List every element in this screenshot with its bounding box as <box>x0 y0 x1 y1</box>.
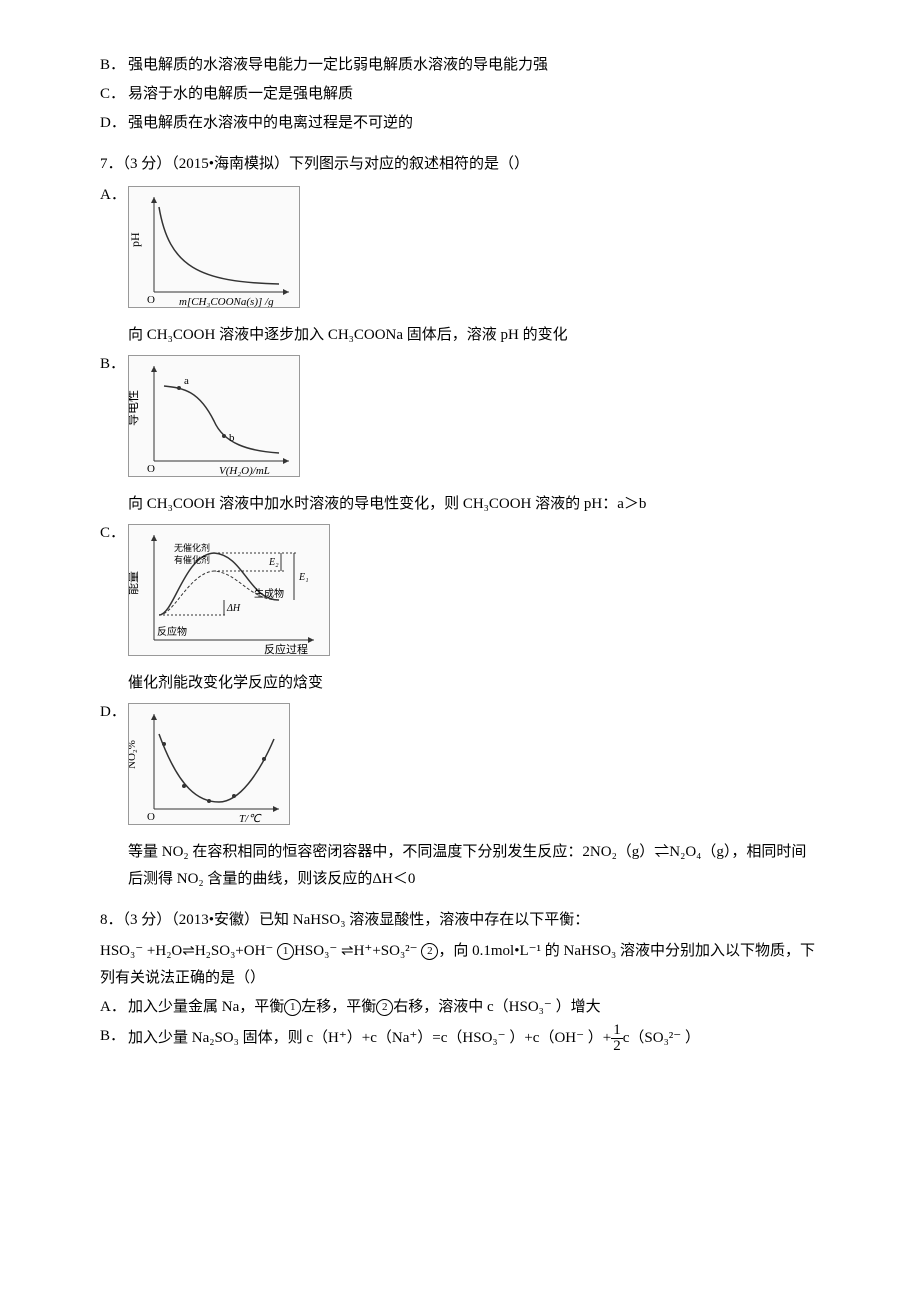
svg-text:E₁: E₁ <box>298 572 309 583</box>
svg-text:能量: 能量 <box>129 571 140 595</box>
opt-b-label: B． <box>100 52 128 79</box>
svg-text:E₂: E₂ <box>268 557 279 568</box>
xlabel: m[CH₃COONa(s)] /g <box>179 296 274 307</box>
q8b-label: B． <box>100 1023 128 1050</box>
q7c-label: C． <box>100 520 128 547</box>
q7a-figure: pH O m[CH₃COONa(s)] /g <box>128 186 300 308</box>
ylabel: pH <box>129 232 142 247</box>
svg-text:NO₂%: NO₂% <box>129 740 138 769</box>
svg-text:T/℃: T/℃ <box>239 813 262 824</box>
q8b-text: 加入少量 Na₂SO₃ 固体，则 c（H⁺）+c（Na⁺）=c（HSO₃⁻ ）+… <box>128 1023 820 1054</box>
circled-2-icon: 2 <box>376 999 393 1016</box>
q7c-figure: 能量 反应过程 无催化剂 有催化剂 反应物 生成物 ΔH E₁ E₂ <box>128 524 330 656</box>
q8a-label: A． <box>100 994 128 1021</box>
ylabel: 导电性 <box>129 390 140 426</box>
q8-stem2: HSO₃⁻ +H₂O⇌H₂SO₃+OH⁻ 1HSO₃⁻ ⇌H⁺+SO₃²⁻ 2，… <box>100 938 820 992</box>
circled-1-icon: 1 <box>277 943 294 960</box>
svg-text:生成物: 生成物 <box>254 587 284 600</box>
q7b-caption: 向 CH₃COOH 溶液中加水时溶液的导电性变化，则 CH₃COOH 溶液的 p… <box>128 491 820 518</box>
svg-text:无催化剂: 无催化剂 <box>174 542 210 553</box>
q7-stem: 7．（3 分）（2015•海南模拟）下列图示与对应的叙述相符的是（） <box>100 151 820 178</box>
svg-text:a: a <box>184 375 189 387</box>
q7a-caption: 向 CH₃COOH 溶液中逐步加入 CH₃COONa 固体后，溶液 pH 的变化 <box>128 322 820 349</box>
q7c-caption: 催化剂能改变化学反应的焓变 <box>128 670 820 697</box>
origin: O <box>147 294 155 306</box>
fraction: 12 <box>611 1023 623 1054</box>
q8a-text: 加入少量金属 Na，平衡1左移，平衡2右移，溶液中 c（HSO₃⁻ ）增大 <box>128 994 820 1021</box>
svg-text:有催化剂: 有催化剂 <box>174 554 210 565</box>
svg-text:反应过程: 反应过程 <box>264 642 308 655</box>
q7d-label: D． <box>100 699 128 726</box>
opt-b-text: 强电解质的水溶液导电能力一定比弱电解质水溶液的导电能力强 <box>128 52 820 79</box>
opt-d-text: 强电解质在水溶液中的电离过程是不可逆的 <box>128 110 820 137</box>
opt-c-text: 易溶于水的电解质一定是强电解质 <box>128 81 820 108</box>
opt-d-label: D． <box>100 110 128 137</box>
svg-text:反应物: 反应物 <box>157 625 187 638</box>
circled-2-icon: 2 <box>421 943 438 960</box>
opt-c-label: C． <box>100 81 128 108</box>
q7b-figure: 导电性 O V(H₂O)/mL a b <box>128 355 300 477</box>
origin: O <box>147 463 155 475</box>
q7d-caption: 等量 NO₂ 在容积相同的恒容密闭容器中，不同温度下分别发生反应：2NO₂（g）… <box>128 839 820 893</box>
xlabel: V(H₂O)/mL <box>219 465 270 476</box>
q7a-label: A． <box>100 182 128 209</box>
q8-stem1: 8．（3 分）（2013•安徽）已知 NaHSO₃ 溶液显酸性，溶液中存在以下平… <box>100 907 820 934</box>
q7b-label: B． <box>100 351 128 378</box>
svg-text:ΔH: ΔH <box>226 603 241 614</box>
circled-1-icon: 1 <box>284 999 301 1016</box>
svg-text:O: O <box>147 811 155 823</box>
svg-text:b: b <box>229 432 235 444</box>
q7d-figure: NO₂% O T/℃ <box>128 703 290 825</box>
